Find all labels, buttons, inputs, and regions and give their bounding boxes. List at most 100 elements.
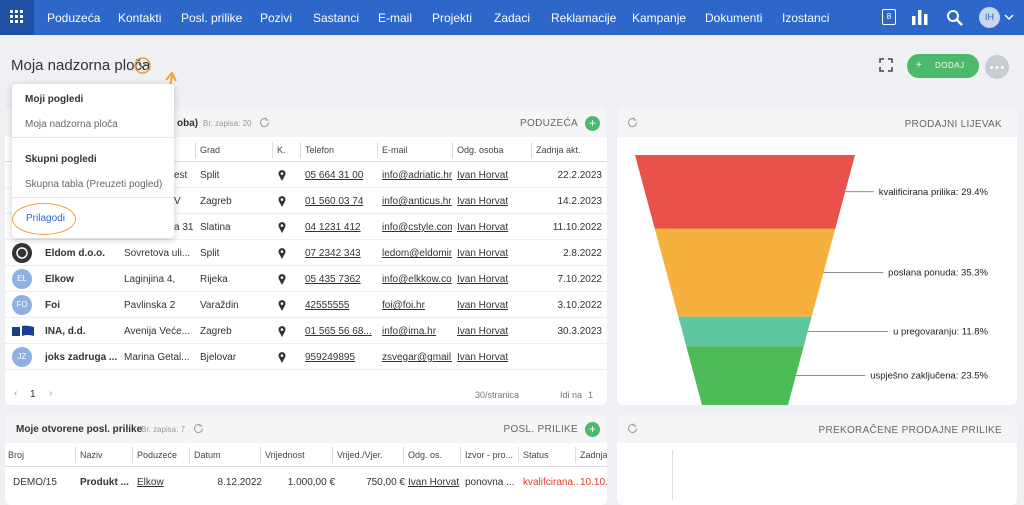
column-header[interactable]: Vrijednost xyxy=(265,450,305,460)
company-name[interactable]: Foi xyxy=(45,300,60,311)
dot xyxy=(15,10,18,13)
nav-bar xyxy=(0,0,1024,35)
more-button[interactable] xyxy=(985,55,1009,79)
company-email[interactable]: info@elkkow.co xyxy=(382,274,452,285)
company-name[interactable]: Eldom d.o.o. xyxy=(45,248,105,259)
company-name[interactable]: INA, d.d. xyxy=(45,326,86,337)
last-activity: 22.2.2023 xyxy=(557,170,603,181)
ring xyxy=(134,57,151,74)
column-divider xyxy=(575,447,576,463)
company-address: Sovretova uli... xyxy=(124,248,191,259)
column-header[interactable]: Zadnja xyxy=(580,450,607,460)
company-phone[interactable]: 01 560 03 74 xyxy=(305,196,364,207)
company-email[interactable]: ledom@eldomin xyxy=(382,248,452,259)
company-name[interactable]: joks zadruga ... xyxy=(45,352,118,363)
company-avatar: JZ xyxy=(12,347,32,367)
pager-next[interactable]: › xyxy=(49,388,53,399)
menu-item[interactable]: Skupna tabla (Preuzeti pogled) xyxy=(25,179,163,190)
opportunity-cell[interactable]: Produkt ... xyxy=(80,477,129,488)
column-header[interactable]: Odg. os. xyxy=(408,450,443,460)
add-button[interactable]: + DODAJ xyxy=(907,54,979,78)
company-owner[interactable]: Ivan Horvat xyxy=(457,222,509,233)
company-phone[interactable]: 07 2342 343 xyxy=(305,248,361,259)
panel-header-bg xyxy=(5,415,607,443)
company-owner[interactable]: Ivan Horvat xyxy=(457,170,509,181)
nav-item[interactable]: Posl. prilike xyxy=(181,11,243,25)
dot xyxy=(10,10,13,13)
company-owner[interactable]: Ivan Horvat xyxy=(457,248,509,259)
column-header[interactable]: Datum xyxy=(194,450,221,460)
company-email[interactable]: info@ima.hr xyxy=(382,326,437,337)
apps-button[interactable] xyxy=(0,0,34,35)
company-email[interactable]: info@anticus.hr xyxy=(382,196,452,207)
page-title: Moja nadzorna ploča xyxy=(11,57,151,74)
column-header[interactable]: Status xyxy=(523,450,549,460)
pager-page[interactable]: 1 xyxy=(30,389,36,400)
opportunity-cell[interactable]: Elkow xyxy=(137,477,164,488)
panel-link[interactable]: POSL. PRILIKE xyxy=(503,424,578,435)
pager-size[interactable]: 30/stranica xyxy=(475,390,520,400)
refresh-icon xyxy=(260,117,269,127)
nav-item[interactable]: Pozivi xyxy=(260,11,293,25)
nav-item[interactable]: Reklamacije xyxy=(551,11,617,25)
add-record-button[interactable]: + xyxy=(585,422,600,437)
company-owner[interactable]: Ivan Horvat xyxy=(457,300,509,311)
column-divider xyxy=(132,447,133,463)
nav-item[interactable]: Zadaci xyxy=(494,11,531,25)
column-header[interactable]: Izvor - pro... xyxy=(465,450,514,460)
nav-item[interactable]: Sastanci xyxy=(313,11,360,25)
company-phone[interactable]: 04 1231 412 xyxy=(305,222,361,233)
column-header[interactable]: Zadnja akt. xyxy=(536,145,581,155)
dot xyxy=(20,10,23,13)
company-phone[interactable]: 42555555 xyxy=(305,300,350,311)
company-email[interactable]: foi@foi.hr xyxy=(382,300,425,311)
company-owner[interactable]: Ivan Horvat xyxy=(457,326,509,337)
nav-item[interactable]: Dokumenti xyxy=(705,11,763,25)
column-header[interactable]: K. xyxy=(277,145,286,155)
user-avatar[interactable]: IH xyxy=(979,7,1000,28)
nav-item[interactable]: E-mail xyxy=(378,11,413,25)
panel-link[interactable]: PODUZEĆA xyxy=(520,118,578,129)
nav-item[interactable]: Projekti xyxy=(432,11,473,25)
col-header-bg xyxy=(5,443,607,467)
company-phone[interactable]: 05 664 31 00 xyxy=(305,170,364,181)
column-header[interactable]: Poduzeće xyxy=(137,450,178,460)
column-header[interactable]: Vrijed./Vjer. xyxy=(337,450,383,460)
company-owner[interactable]: Ivan Horvat xyxy=(457,352,509,363)
pager-prev[interactable]: ‹ xyxy=(14,388,18,399)
row-divider xyxy=(5,291,607,292)
pager-goto-page[interactable]: 1 xyxy=(588,390,594,400)
column-header[interactable]: Grad xyxy=(200,145,221,155)
refresh xyxy=(260,117,269,127)
pin xyxy=(278,196,286,207)
column-header[interactable]: Odg. osoba xyxy=(457,145,504,155)
column-divider xyxy=(460,447,461,463)
nav-item[interactable]: Izostanci xyxy=(782,11,830,25)
company-phone[interactable]: 05 435 7362 xyxy=(305,274,361,285)
row-divider xyxy=(5,239,607,240)
company-phone[interactable]: 959249895 xyxy=(305,352,356,363)
nav-item[interactable]: Poduzeća xyxy=(47,11,101,25)
column-header[interactable]: Broj xyxy=(8,450,25,460)
pin-hole xyxy=(280,198,284,201)
bar xyxy=(924,14,928,25)
company-name[interactable]: Elkow xyxy=(45,274,74,285)
nav-item[interactable]: Kampanje xyxy=(632,11,687,25)
company-owner[interactable]: Ivan Horvat xyxy=(457,196,509,207)
column-header[interactable]: Naziv xyxy=(80,450,103,460)
opportunity-cell[interactable]: Ivan Horvat xyxy=(408,477,460,488)
menu-divider xyxy=(12,137,174,138)
dot xyxy=(20,20,23,23)
company-owner[interactable]: Ivan Horvat xyxy=(457,274,509,285)
company-phone[interactable]: 01 565 56 68... xyxy=(305,326,372,337)
company-email[interactable]: info@cstyle.com xyxy=(382,222,452,233)
nav-item[interactable]: Kontakti xyxy=(118,11,162,25)
add-record-button[interactable]: + xyxy=(585,116,600,131)
panel-title: Moje otvorene posl. prilike xyxy=(16,424,143,435)
calendar-button[interactable]: 8 xyxy=(882,9,896,25)
menu-item[interactable]: Moja nadzorna ploča xyxy=(25,119,118,130)
column-header[interactable]: Telefon xyxy=(305,145,335,155)
company-email[interactable]: zsvegar@gmail. xyxy=(382,352,452,363)
column-header[interactable]: E-mail xyxy=(382,145,408,155)
company-email[interactable]: info@adriatic.hr xyxy=(382,170,452,181)
